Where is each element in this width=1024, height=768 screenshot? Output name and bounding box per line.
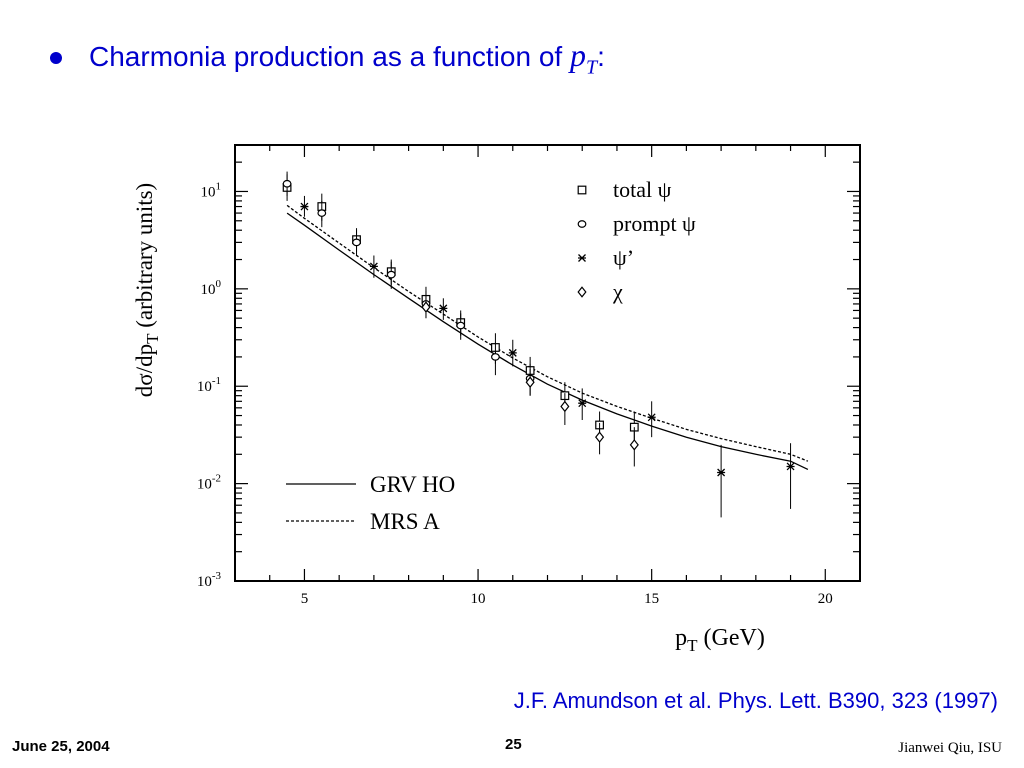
data-point-circle (352, 230, 361, 256)
data-point-star (717, 444, 726, 518)
slide-title-suffix: : (597, 40, 605, 72)
legend-label-square: total ψ (613, 177, 672, 202)
diamond-marker (525, 376, 535, 388)
data-point-diamond (595, 422, 605, 455)
x-tick-label: 10 (471, 591, 486, 607)
circle-marker (317, 209, 327, 217)
data-point-star (439, 298, 448, 320)
diamond-marker (421, 301, 431, 313)
y-tick-label: 10-1 (197, 375, 221, 395)
star-marker (717, 468, 726, 477)
circle-marker (352, 238, 361, 247)
y-tick-label: 101 (201, 180, 222, 200)
diamond-marker (595, 431, 605, 443)
star-marker (786, 462, 795, 471)
data-point-star (369, 255, 378, 278)
circle-marker (386, 270, 396, 279)
slide-header: Charmonia production as a function of pT… (50, 36, 605, 80)
slide-title-text: Charmonia production as a function of (89, 40, 570, 72)
star-marker (300, 202, 309, 211)
y-axis-label: dσ/dpT (arbitrary units) (132, 183, 162, 397)
circle-marker (456, 321, 466, 330)
star-marker (578, 399, 587, 408)
data-point-circle (282, 171, 292, 196)
y-tick-label: 10-2 (197, 473, 221, 493)
slide-title-var: p (569, 36, 586, 73)
circle-marker (491, 353, 500, 361)
footer-date: June 25, 2004 (12, 738, 110, 755)
x-tick-label: 20 (818, 591, 833, 607)
diamond-marker (560, 400, 570, 413)
bullet-icon (50, 52, 62, 64)
data-point-star (647, 401, 656, 438)
data-point-diamond (560, 393, 570, 425)
circle-marker (282, 179, 292, 188)
legend-diamond-marker (577, 286, 587, 298)
star-marker (369, 262, 378, 271)
footer-author: Jianwei Qiu, ISU (898, 740, 1002, 756)
x-tick-label: 15 (644, 591, 659, 607)
data-point-star (508, 339, 517, 367)
data-point-diamond (421, 295, 431, 319)
star-marker (508, 348, 517, 357)
slide-title-variable: pT (569, 36, 597, 78)
data-point-circle (491, 342, 500, 376)
legend-circle-marker (577, 220, 587, 228)
x-axis-label: pT (GeV) (675, 625, 765, 655)
legend-label-diamond: χ (612, 279, 623, 304)
x-tick-label: 5 (301, 591, 309, 607)
data-point-diamond (525, 369, 535, 396)
slide-title: Charmonia production as a function of pT… (89, 37, 605, 79)
footer-page-number: 25 (505, 736, 522, 753)
y-tick-label: 100 (201, 278, 222, 298)
legend-square-marker (577, 185, 587, 195)
legend-label-star: ψ’ (613, 245, 634, 270)
data-point-diamond (629, 427, 639, 467)
data-point-circle (456, 313, 466, 340)
y-tick-label: 10-3 (197, 570, 222, 590)
data-point-star (300, 195, 309, 217)
curve-grv-ho (286, 212, 809, 470)
citation: J.F. Amundson et al. Phys. Lett. B390, 3… (513, 688, 998, 713)
data-point-star (786, 443, 795, 509)
legend-line-label: GRV HO (370, 472, 455, 497)
legend-star-marker (578, 254, 586, 262)
diamond-marker (629, 439, 639, 451)
plot-frame (234, 144, 861, 582)
data-point-circle (317, 200, 327, 228)
star-marker (647, 413, 656, 422)
legend-line-label: MRS A (370, 509, 440, 534)
curve-mrs-a (286, 204, 809, 462)
data-point-circle (386, 261, 396, 289)
data-point-star (578, 388, 587, 421)
slide-title-var-sub: T (585, 56, 598, 79)
star-marker (439, 304, 448, 313)
legend-label-circle: prompt ψ (613, 211, 696, 236)
